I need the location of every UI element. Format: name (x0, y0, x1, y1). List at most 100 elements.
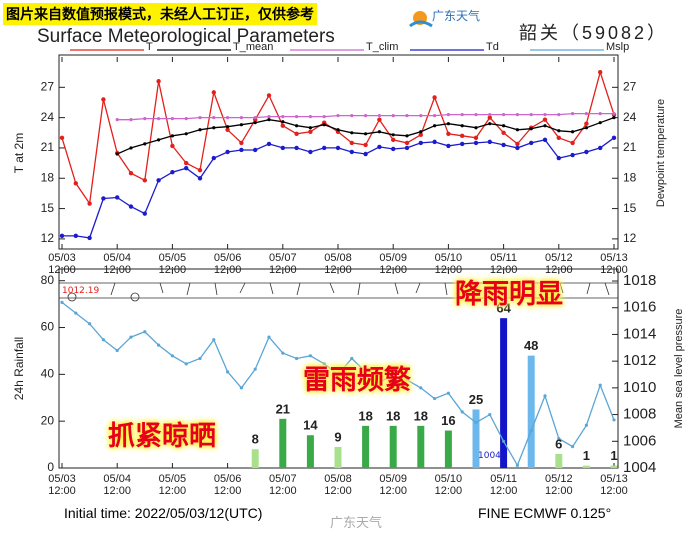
bar-value-label: 16 (441, 413, 455, 428)
series-point (101, 196, 106, 201)
series-point (253, 147, 258, 153)
x-tick-label: 05/06 12:00 (213, 473, 242, 497)
y2-tick-label: 1016 (623, 299, 656, 316)
series-point (501, 142, 506, 148)
series-point (571, 111, 575, 116)
y2-tick-label: 1004 (623, 459, 656, 476)
series-point (336, 114, 340, 118)
series-point (115, 118, 119, 122)
x-tick-label: 05/10 12:00 (434, 473, 463, 497)
series-point (253, 121, 257, 125)
y-axis-label: T at 2m (12, 133, 26, 173)
series-point (184, 117, 188, 121)
series-point (129, 146, 133, 150)
bar (500, 318, 508, 468)
bar (610, 465, 618, 468)
series-point (405, 378, 409, 382)
series-point (377, 380, 381, 385)
bar-value-label: 14 (303, 418, 318, 433)
annotation: 1004 (478, 451, 501, 461)
series-point (419, 114, 423, 118)
annotation: 雷雨频繁 (303, 365, 411, 396)
series-point (267, 115, 271, 119)
series-point (349, 149, 354, 155)
bar-value-label: 8 (252, 432, 259, 447)
series-point (557, 437, 561, 441)
y2-tick-label: 1018 (623, 272, 656, 289)
series-point (212, 116, 216, 120)
series-point (225, 127, 230, 132)
series-point (157, 343, 161, 347)
series-point (391, 114, 395, 118)
series-point (446, 131, 451, 136)
bar-value-label: 48 (524, 338, 538, 353)
series-point (267, 335, 271, 339)
series-point (281, 120, 285, 124)
bar (334, 446, 342, 468)
series-point (308, 129, 313, 134)
x-tick-label: 05/09 12:00 (379, 473, 407, 497)
series-point (143, 330, 147, 334)
series-point (266, 93, 272, 98)
y2-tick-label: 1014 (623, 325, 656, 342)
series-point (557, 129, 561, 133)
series-point (612, 116, 616, 120)
x-tick-label: 05/07 12:00 (269, 473, 297, 497)
x-tick-label: 05/13 12:00 (600, 252, 628, 276)
annotation: 1012.19 (62, 286, 100, 296)
series-point (295, 356, 299, 361)
series-point (515, 463, 520, 467)
series-point (170, 170, 175, 175)
wind-band (59, 282, 618, 302)
series-point (584, 121, 589, 126)
y-tick-label: 12 (41, 231, 55, 245)
series-point (543, 124, 547, 128)
series-point (543, 113, 547, 117)
series-point (460, 124, 464, 128)
series-point (253, 116, 257, 120)
plot-frame (58, 54, 619, 250)
series-point (350, 114, 354, 118)
y-tick-label: 40 (41, 367, 55, 381)
y2-tick-label: 18 (623, 170, 637, 184)
series-point (598, 383, 602, 387)
series-point (556, 155, 561, 161)
series-point (184, 160, 189, 166)
series-point (294, 131, 299, 136)
bar (306, 435, 314, 468)
series-point (308, 126, 312, 130)
series-point (115, 152, 119, 156)
bar-value-label: 64 (496, 301, 511, 316)
series-point (87, 201, 92, 206)
bar (362, 425, 370, 468)
series-point (212, 338, 216, 342)
bar-value-label: 25 (469, 392, 483, 407)
series-point (60, 300, 64, 304)
series-point (529, 140, 534, 146)
series-point (281, 115, 285, 119)
series-point (570, 152, 575, 158)
series-point (473, 135, 479, 141)
series-point (101, 97, 106, 102)
y2-axis-label: Dewpoint temperature (655, 99, 667, 207)
series-point (170, 354, 174, 358)
legend-label: T_clim (366, 41, 398, 53)
y-tick-label: 0 (47, 460, 54, 474)
chart-title: Surface Meteorological Parameters (37, 26, 335, 47)
series-point (59, 233, 65, 239)
bar (527, 355, 535, 468)
bar (251, 449, 259, 468)
series-point (308, 354, 312, 358)
series-point (212, 126, 216, 130)
series-point (211, 90, 216, 95)
series-point (598, 69, 603, 75)
series-point (322, 145, 327, 151)
model-name: FINE ECMWF 0.125° (478, 505, 612, 521)
series-point (88, 322, 92, 326)
series-point (157, 138, 161, 142)
series-point (460, 133, 465, 139)
series-point (529, 127, 533, 131)
series-point (529, 113, 533, 117)
legend-label: Mslp (606, 41, 629, 53)
